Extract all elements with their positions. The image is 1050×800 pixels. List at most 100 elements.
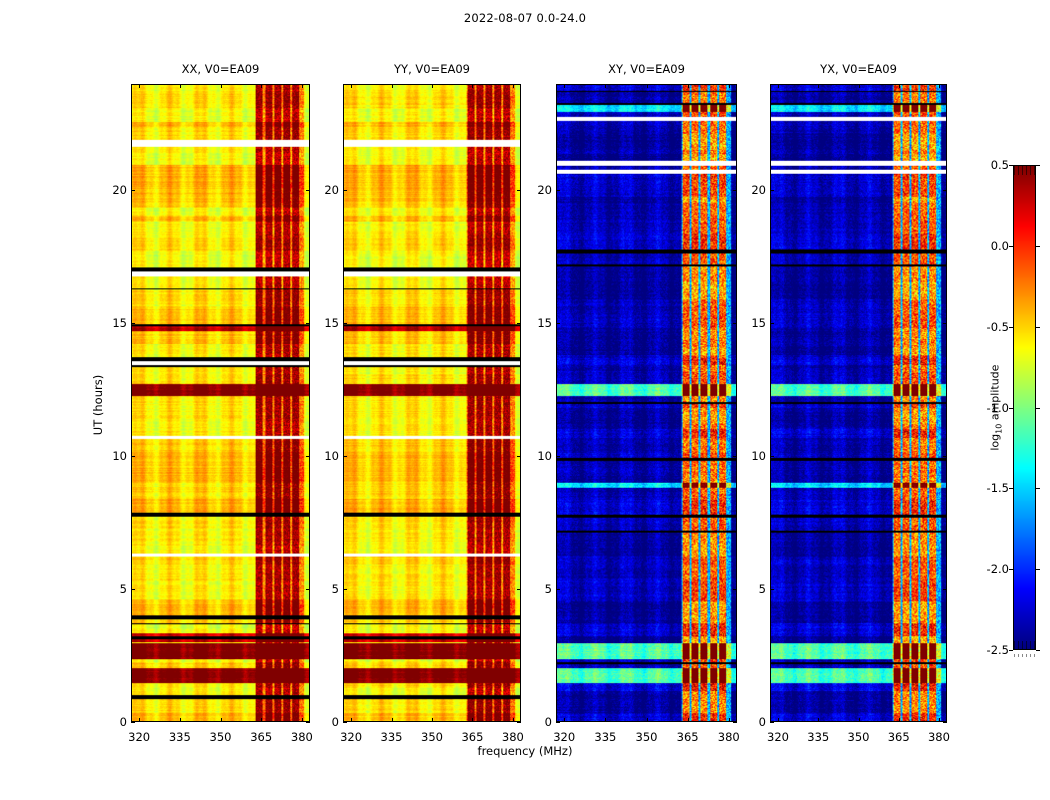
x-tick-top-0-1 — [179, 84, 181, 88]
y-tick-1-0 — [343, 722, 347, 723]
x-tick-label-0-2: 350 — [209, 730, 232, 744]
waterfall-image-yy — [344, 85, 520, 721]
x-tick-label-1-0: 320 — [340, 730, 363, 744]
x-tick-1-3 — [472, 718, 474, 722]
x-tick-label-1-2: 350 — [421, 730, 443, 744]
x-tick-top-2-3 — [687, 84, 689, 88]
x-axis-label: frequency (MHz) — [477, 744, 573, 758]
x-tick-top-0-4 — [301, 84, 303, 88]
figure-title: 2022-08-07 0.0-24.0 — [463, 11, 587, 25]
waterfall-panel-xx[interactable] — [131, 84, 310, 722]
y-tick-label-1-3: 15 — [324, 316, 339, 331]
x-tick-1-2 — [432, 718, 433, 722]
colorbar-tick-5 — [1036, 569, 1040, 570]
y-tick-r-1-4 — [517, 190, 521, 191]
y-tick-2-2 — [556, 456, 560, 457]
panel-title-xx: XX, V0=EA09 — [181, 62, 260, 76]
y-tick-r-0-4 — [306, 190, 310, 191]
waterfall-image-xx — [132, 85, 309, 721]
y-tick-label-3-4: 20 — [751, 183, 766, 198]
y-tick-label-3-0: 0 — [758, 715, 766, 729]
x-tick-3-2 — [858, 718, 860, 722]
y-tick-0-3 — [131, 323, 135, 324]
y-tick-label-3-3: 15 — [751, 316, 766, 331]
x-tick-0-4 — [301, 718, 303, 722]
x-tick-3-4 — [938, 718, 940, 722]
y-tick-label-0-0: 0 — [119, 715, 127, 729]
y-tick-r-1-0 — [517, 722, 521, 723]
y-tick-r-3-1 — [943, 589, 947, 590]
y-tick-r-2-4 — [733, 190, 737, 191]
y-tick-r-2-3 — [733, 323, 737, 324]
y-tick-0-0 — [131, 722, 135, 723]
x-tick-label-3-3: 365 — [887, 730, 910, 744]
y-tick-2-4 — [556, 190, 560, 191]
x-tick-3-3 — [898, 718, 900, 722]
colorbar-tick-6 — [1036, 650, 1040, 651]
x-tick-top-3-0 — [778, 84, 780, 88]
y-tick-3-3 — [770, 323, 774, 324]
x-tick-0-2 — [220, 718, 222, 722]
colorbar-tick-label-4: -1.5 — [986, 481, 1009, 496]
x-tick-label-3-4: 380 — [927, 730, 950, 744]
x-tick-label-2-3: 365 — [676, 730, 699, 744]
y-tick-label-2-0: 0 — [544, 715, 552, 729]
waterfall-panel-yx[interactable] — [770, 84, 947, 722]
x-tick-2-2 — [646, 718, 648, 722]
colorbar-tick-in-0 — [1009, 165, 1013, 166]
x-tick-top-3-4 — [938, 84, 940, 88]
y-tick-label-0-3: 15 — [112, 316, 127, 331]
x-tick-label-2-0: 320 — [553, 730, 576, 744]
colorbar-bad-color-swatch — [1014, 654, 1035, 657]
panel-title-yy: YY, V0=EA09 — [394, 62, 470, 76]
colorbar-tick-in-2 — [1009, 327, 1013, 328]
x-tick-top-1-4 — [512, 84, 514, 88]
x-tick-label-0-3: 365 — [250, 730, 273, 744]
x-tick-1-1 — [391, 718, 393, 722]
y-tick-0-4 — [131, 190, 135, 191]
colorbar-tick-label-6: -2.5 — [986, 643, 1009, 657]
x-tick-top-0-0 — [139, 84, 141, 88]
colorbar-tick-label-0: 0.5 — [990, 158, 1009, 172]
y-tick-1-1 — [343, 589, 347, 590]
y-tick-label-1-0: 0 — [331, 715, 339, 729]
x-tick-label-0-4: 380 — [290, 730, 313, 744]
panel-title-xy: XY, V0=EA09 — [608, 62, 685, 76]
y-tick-label-0-2: 10 — [112, 449, 127, 464]
x-tick-1-4 — [512, 718, 514, 722]
colorbar-tick-label-1: 0.0 — [990, 238, 1009, 253]
panel-title-yx: YX, V0=EA09 — [820, 62, 897, 76]
y-tick-r-0-1 — [306, 589, 310, 590]
y-tick-label-2-2: 10 — [537, 449, 552, 464]
y-tick-label-3-2: 10 — [751, 449, 766, 464]
x-tick-top-2-2 — [646, 84, 648, 88]
y-tick-r-2-0 — [733, 722, 737, 723]
y-tick-3-1 — [770, 589, 774, 590]
y-axis-label: UT (hours) — [91, 374, 105, 436]
waterfall-image-xy — [557, 85, 736, 721]
x-tick-top-3-2 — [858, 84, 860, 88]
x-tick-0-1 — [179, 718, 181, 722]
colorbar-gradient — [1014, 166, 1035, 649]
y-tick-label-2-3: 15 — [537, 316, 552, 331]
waterfall-image-yx — [771, 85, 946, 721]
x-tick-2-3 — [687, 718, 689, 722]
y-tick-0-2 — [131, 456, 135, 457]
y-tick-3-4 — [770, 190, 774, 191]
waterfall-panel-xy[interactable] — [556, 84, 737, 722]
x-tick-label-3-2: 350 — [847, 730, 870, 744]
x-tick-0-3 — [261, 718, 263, 722]
y-tick-r-0-2 — [306, 456, 310, 457]
y-tick-r-1-3 — [517, 323, 521, 324]
y-tick-label-1-2: 10 — [324, 449, 339, 464]
colorbar-tick-label-2: -0.5 — [986, 319, 1009, 334]
x-tick-2-4 — [728, 718, 730, 722]
x-tick-top-0-3 — [261, 84, 263, 88]
x-tick-label-2-4: 380 — [717, 730, 740, 744]
y-tick-label-0-4: 20 — [112, 183, 127, 198]
colorbar-tick-in-3 — [1009, 408, 1013, 409]
waterfall-panel-yy[interactable] — [343, 84, 521, 722]
y-tick-r-3-0 — [943, 722, 947, 723]
y-tick-1-4 — [343, 190, 347, 191]
